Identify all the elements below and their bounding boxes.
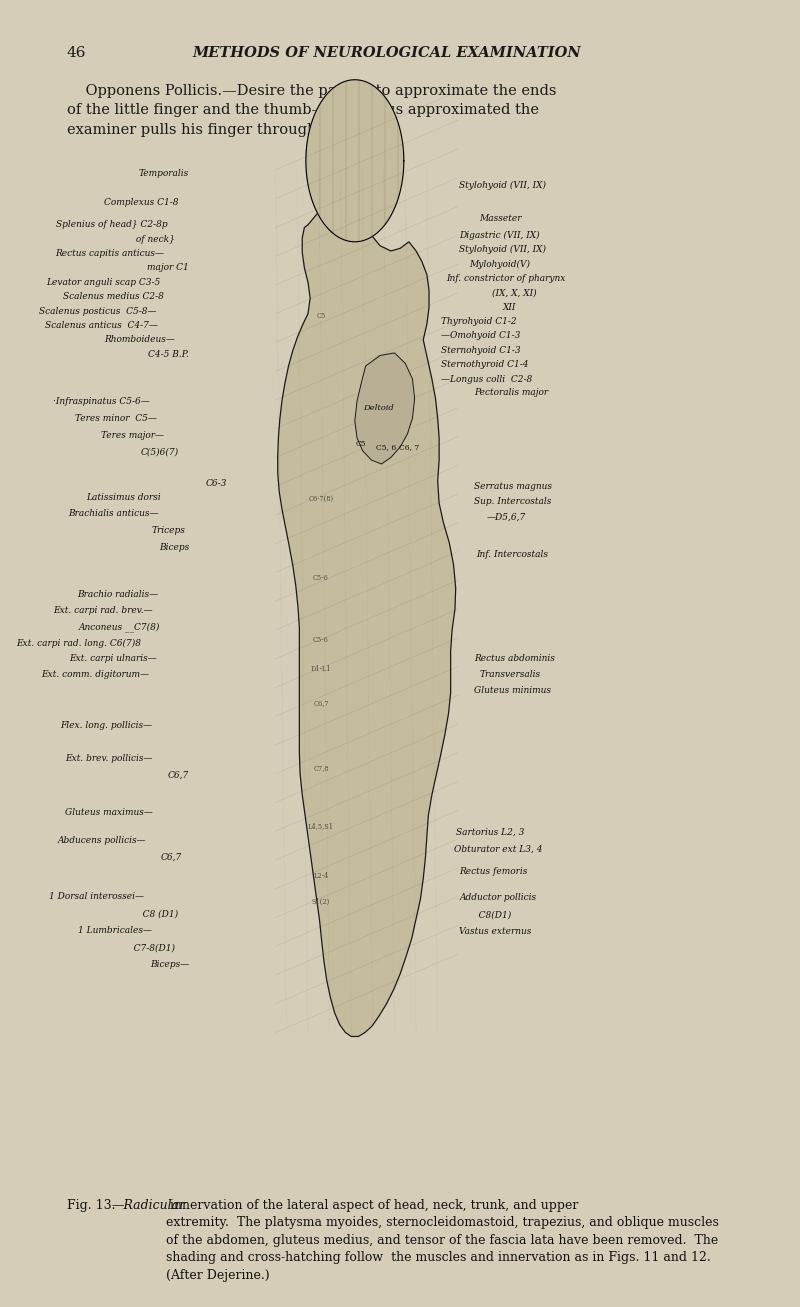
Text: Stylohyoid (VII, IX): Stylohyoid (VII, IX): [459, 182, 546, 190]
Text: Scalenus medius C2-8: Scalenus medius C2-8: [63, 293, 164, 301]
Text: Ext. comm. digitorum—: Ext. comm. digitorum—: [42, 670, 150, 678]
Text: Obturator ext L3, 4: Obturator ext L3, 4: [454, 846, 542, 853]
Text: C8 (D1): C8 (D1): [134, 910, 178, 918]
Text: C6-3: C6-3: [206, 480, 227, 488]
Text: Fig. 13.: Fig. 13.: [66, 1199, 115, 1212]
Text: Biceps: Biceps: [159, 544, 189, 552]
Text: Pectoralis major: Pectoralis major: [474, 388, 548, 396]
Text: Teres major—: Teres major—: [101, 431, 164, 439]
Polygon shape: [278, 204, 456, 1036]
Text: Mylohyoid(V): Mylohyoid(V): [470, 260, 530, 268]
Text: C6,7: C6,7: [314, 699, 329, 707]
Text: C5-6: C5-6: [313, 637, 329, 644]
Text: —Radicular: —Radicular: [111, 1199, 186, 1212]
Text: of neck}: of neck}: [110, 235, 174, 243]
Text: Sup. Intercostals: Sup. Intercostals: [474, 498, 551, 506]
Text: (IX, X, XI): (IX, X, XI): [492, 289, 536, 297]
Text: D1-L1: D1-L1: [310, 665, 331, 673]
Text: Digastric (VII, IX): Digastric (VII, IX): [459, 231, 540, 239]
Text: Masseter: Masseter: [479, 214, 522, 222]
Polygon shape: [355, 353, 414, 464]
Text: Teres minor  C5—: Teres minor C5—: [75, 414, 157, 422]
Text: C4-5 B.P.: C4-5 B.P.: [148, 350, 189, 358]
Text: Anconeus __C7(8): Anconeus __C7(8): [79, 622, 160, 633]
Text: C6,7: C6,7: [161, 853, 182, 861]
Text: C6, 7: C6, 7: [398, 443, 419, 451]
Text: C5: C5: [316, 312, 326, 320]
Text: Abducens pollicis—: Abducens pollicis—: [58, 836, 146, 844]
Text: C5-6: C5-6: [313, 574, 329, 582]
Text: Biceps—: Biceps—: [150, 961, 189, 968]
Text: Scalenus anticus  C4-7—: Scalenus anticus C4-7—: [46, 322, 158, 329]
Text: —D5,6,7: —D5,6,7: [486, 514, 526, 521]
Text: Sternothyroid C1-4: Sternothyroid C1-4: [441, 361, 528, 369]
Text: Vastus externus: Vastus externus: [459, 928, 532, 936]
Text: Levator anguli scap C3-5: Levator anguli scap C3-5: [46, 278, 160, 286]
Text: Rectus capitis anticus—: Rectus capitis anticus—: [55, 250, 164, 257]
Text: L2-4: L2-4: [314, 872, 329, 880]
Text: S1(2): S1(2): [312, 898, 330, 906]
Text: Sartorius L2, 3: Sartorius L2, 3: [457, 829, 525, 836]
Text: Rhomboideus—: Rhomboideus—: [104, 336, 174, 344]
Text: —Longus colli  C2-8: —Longus colli C2-8: [441, 375, 532, 383]
Text: 46: 46: [66, 46, 86, 60]
Text: Adductor pollicis: Adductor pollicis: [459, 894, 537, 902]
Text: 1 Dorsal interossei—: 1 Dorsal interossei—: [49, 893, 144, 901]
Text: Complexus C1-8: Complexus C1-8: [104, 199, 178, 207]
Text: METHODS OF NEUROLOGICAL EXAMINATION: METHODS OF NEUROLOGICAL EXAMINATION: [193, 46, 582, 60]
Text: Ext. carpi rad. brev.—: Ext. carpi rad. brev.—: [53, 606, 152, 614]
Text: Gluteus maximus—: Gluteus maximus—: [66, 809, 153, 817]
Text: 1 Lumbricales—: 1 Lumbricales—: [78, 927, 152, 935]
Text: Inf. constrictor of pharynx: Inf. constrictor of pharynx: [446, 274, 566, 282]
Text: Transversalis: Transversalis: [479, 670, 541, 678]
Text: C6,7: C6,7: [168, 771, 189, 779]
Text: L4,5,S1: L4,5,S1: [308, 822, 334, 830]
Text: Triceps: Triceps: [152, 527, 186, 535]
Text: Brachio radialis—: Brachio radialis—: [77, 591, 158, 599]
Text: Ext. carpi ulnaris—: Ext. carpi ulnaris—: [69, 655, 157, 663]
Text: Opponens Pollicis.—Desire the patient to approximate the ends
of the little fing: Opponens Pollicis.—Desire the patient to…: [66, 84, 556, 137]
Text: Brachialis anticus—: Brachialis anticus—: [68, 510, 158, 518]
Text: C5: C5: [356, 440, 366, 448]
Text: XII: XII: [502, 303, 516, 311]
Text: Rectus femoris: Rectus femoris: [459, 868, 528, 876]
Text: Serratus magnus: Serratus magnus: [474, 482, 552, 490]
Text: Ext. carpi rad. long. C6(7)8: Ext. carpi rad. long. C6(7)8: [16, 639, 141, 647]
Text: C5, 6: C5, 6: [376, 443, 396, 451]
Text: Flex. long. pollicis—: Flex. long. pollicis—: [60, 721, 152, 729]
Text: Gluteus minimus: Gluteus minimus: [474, 686, 550, 694]
Text: Temporalis: Temporalis: [139, 170, 189, 178]
Text: Rectus abdominis: Rectus abdominis: [474, 655, 554, 663]
Text: Scalenus posticus  C5-8—: Scalenus posticus C5-8—: [39, 307, 157, 315]
Text: C7,8: C7,8: [314, 765, 329, 772]
Text: —Omohyoid C1-3: —Omohyoid C1-3: [441, 332, 520, 340]
Text: C7-8(D1): C7-8(D1): [125, 944, 174, 951]
Text: Latissimus dorsi: Latissimus dorsi: [86, 494, 160, 502]
Text: Splenius of head} C2-8p: Splenius of head} C2-8p: [56, 221, 167, 229]
Text: innervation of the lateral aspect of head, neck, trunk, and upper
extremity.  Th: innervation of the lateral aspect of hea…: [166, 1199, 719, 1282]
Text: Inf. Intercostals: Inf. Intercostals: [477, 550, 549, 558]
Text: C8(D1): C8(D1): [470, 911, 511, 919]
Text: ·Infraspinatus C5-6—: ·Infraspinatus C5-6—: [53, 397, 150, 405]
Text: Deltoid: Deltoid: [363, 404, 394, 412]
Text: major C1: major C1: [147, 264, 189, 272]
Text: C6-7(8): C6-7(8): [309, 495, 334, 503]
Text: C(5)6(7): C(5)6(7): [140, 448, 178, 456]
Text: Thyrohyoid C1-2: Thyrohyoid C1-2: [441, 318, 516, 325]
Polygon shape: [306, 80, 404, 242]
Text: Sternohyoid C1-3: Sternohyoid C1-3: [441, 346, 520, 354]
Text: Ext. brev. pollicis—: Ext. brev. pollicis—: [66, 754, 153, 762]
Text: Stylohyoid (VII, IX): Stylohyoid (VII, IX): [459, 246, 546, 254]
